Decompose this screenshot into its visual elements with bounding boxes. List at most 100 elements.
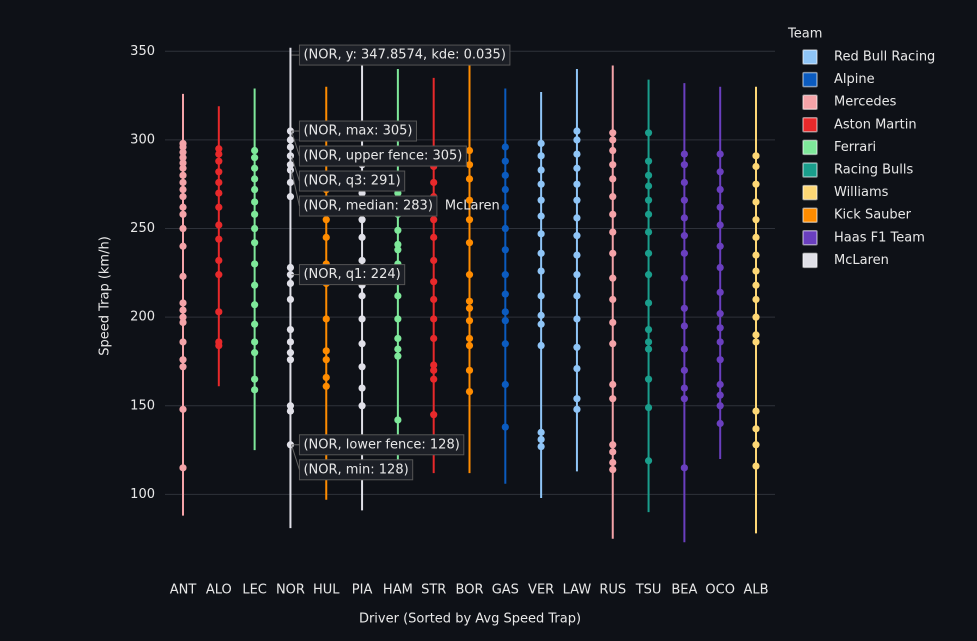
point bbox=[251, 224, 259, 233]
point bbox=[215, 271, 223, 279]
point bbox=[716, 150, 724, 158]
x-tick-label: ALO bbox=[206, 583, 232, 598]
point bbox=[179, 203, 187, 211]
point bbox=[251, 175, 259, 183]
point bbox=[609, 146, 617, 155]
point bbox=[644, 171, 653, 179]
point bbox=[716, 310, 724, 318]
point bbox=[215, 235, 223, 243]
point bbox=[609, 340, 617, 348]
point bbox=[537, 139, 545, 148]
point bbox=[644, 345, 653, 353]
point bbox=[716, 338, 724, 346]
point bbox=[644, 338, 653, 346]
hover-label: (NOR, q1: 224) bbox=[291, 264, 406, 286]
point bbox=[286, 295, 295, 304]
point bbox=[716, 324, 724, 332]
point bbox=[501, 157, 509, 165]
point bbox=[752, 331, 760, 339]
point bbox=[179, 338, 187, 346]
legend-swatch bbox=[802, 94, 818, 110]
point bbox=[609, 175, 617, 183]
hover-team: McLaren bbox=[445, 199, 500, 214]
point bbox=[609, 249, 617, 257]
point bbox=[394, 240, 402, 249]
point bbox=[752, 295, 760, 304]
legend-label: Aston Martin bbox=[834, 117, 917, 132]
point bbox=[251, 281, 259, 289]
point bbox=[609, 380, 617, 389]
point bbox=[752, 162, 760, 171]
point bbox=[644, 210, 653, 218]
point bbox=[179, 139, 187, 148]
point bbox=[251, 210, 259, 218]
point bbox=[752, 441, 760, 449]
legend-label: Williams bbox=[834, 185, 889, 200]
hover-text: (NOR, median: 283) bbox=[303, 199, 432, 214]
point bbox=[286, 402, 295, 410]
point bbox=[286, 325, 295, 334]
point bbox=[680, 464, 688, 472]
point bbox=[573, 214, 581, 222]
point bbox=[215, 221, 223, 229]
point bbox=[286, 178, 295, 187]
point bbox=[465, 175, 474, 183]
point bbox=[644, 196, 653, 204]
point bbox=[573, 292, 581, 300]
legend-swatch bbox=[802, 184, 818, 201]
point bbox=[537, 311, 545, 319]
point bbox=[644, 157, 653, 165]
point bbox=[680, 150, 688, 158]
point bbox=[680, 178, 688, 187]
point bbox=[286, 161, 295, 169]
point bbox=[537, 292, 545, 300]
point bbox=[680, 232, 688, 240]
point bbox=[537, 180, 545, 188]
x-tick-label: VER bbox=[528, 583, 554, 598]
hover-pointer bbox=[290, 169, 300, 207]
point bbox=[179, 306, 187, 314]
point bbox=[609, 228, 617, 236]
legend-swatch bbox=[802, 139, 818, 156]
point bbox=[609, 129, 617, 137]
y-tick-label: 150 bbox=[130, 398, 155, 413]
point bbox=[609, 448, 617, 456]
point bbox=[179, 224, 187, 233]
point bbox=[609, 441, 617, 449]
point bbox=[716, 380, 724, 389]
point bbox=[644, 299, 653, 307]
point bbox=[537, 267, 545, 275]
legend-label: Red Bull Racing bbox=[834, 50, 935, 65]
point bbox=[465, 146, 474, 155]
point bbox=[752, 281, 760, 289]
point bbox=[179, 405, 187, 413]
legend-swatch bbox=[802, 207, 818, 223]
point bbox=[644, 403, 653, 412]
point bbox=[430, 315, 438, 323]
hover-text: (NOR, y: 347.8574, kde: 0.035) bbox=[303, 48, 505, 63]
y-tick-label: 300 bbox=[130, 132, 155, 147]
point bbox=[501, 171, 509, 179]
point bbox=[179, 464, 187, 472]
point bbox=[716, 402, 724, 410]
point bbox=[501, 224, 509, 233]
point bbox=[215, 203, 223, 211]
point bbox=[609, 161, 617, 169]
point bbox=[465, 196, 474, 204]
legend-swatch bbox=[802, 71, 818, 88]
hover-text: (NOR, upper fence: 305) bbox=[303, 149, 462, 164]
point bbox=[179, 356, 187, 364]
point bbox=[716, 263, 724, 272]
point bbox=[573, 136, 581, 144]
point bbox=[752, 462, 760, 470]
point bbox=[716, 242, 724, 250]
point bbox=[394, 292, 402, 300]
point bbox=[358, 216, 366, 224]
point bbox=[752, 407, 760, 415]
point bbox=[680, 196, 688, 204]
point bbox=[358, 315, 366, 323]
point bbox=[286, 136, 295, 144]
point bbox=[501, 340, 509, 348]
legend-label: Alpine bbox=[834, 72, 875, 87]
